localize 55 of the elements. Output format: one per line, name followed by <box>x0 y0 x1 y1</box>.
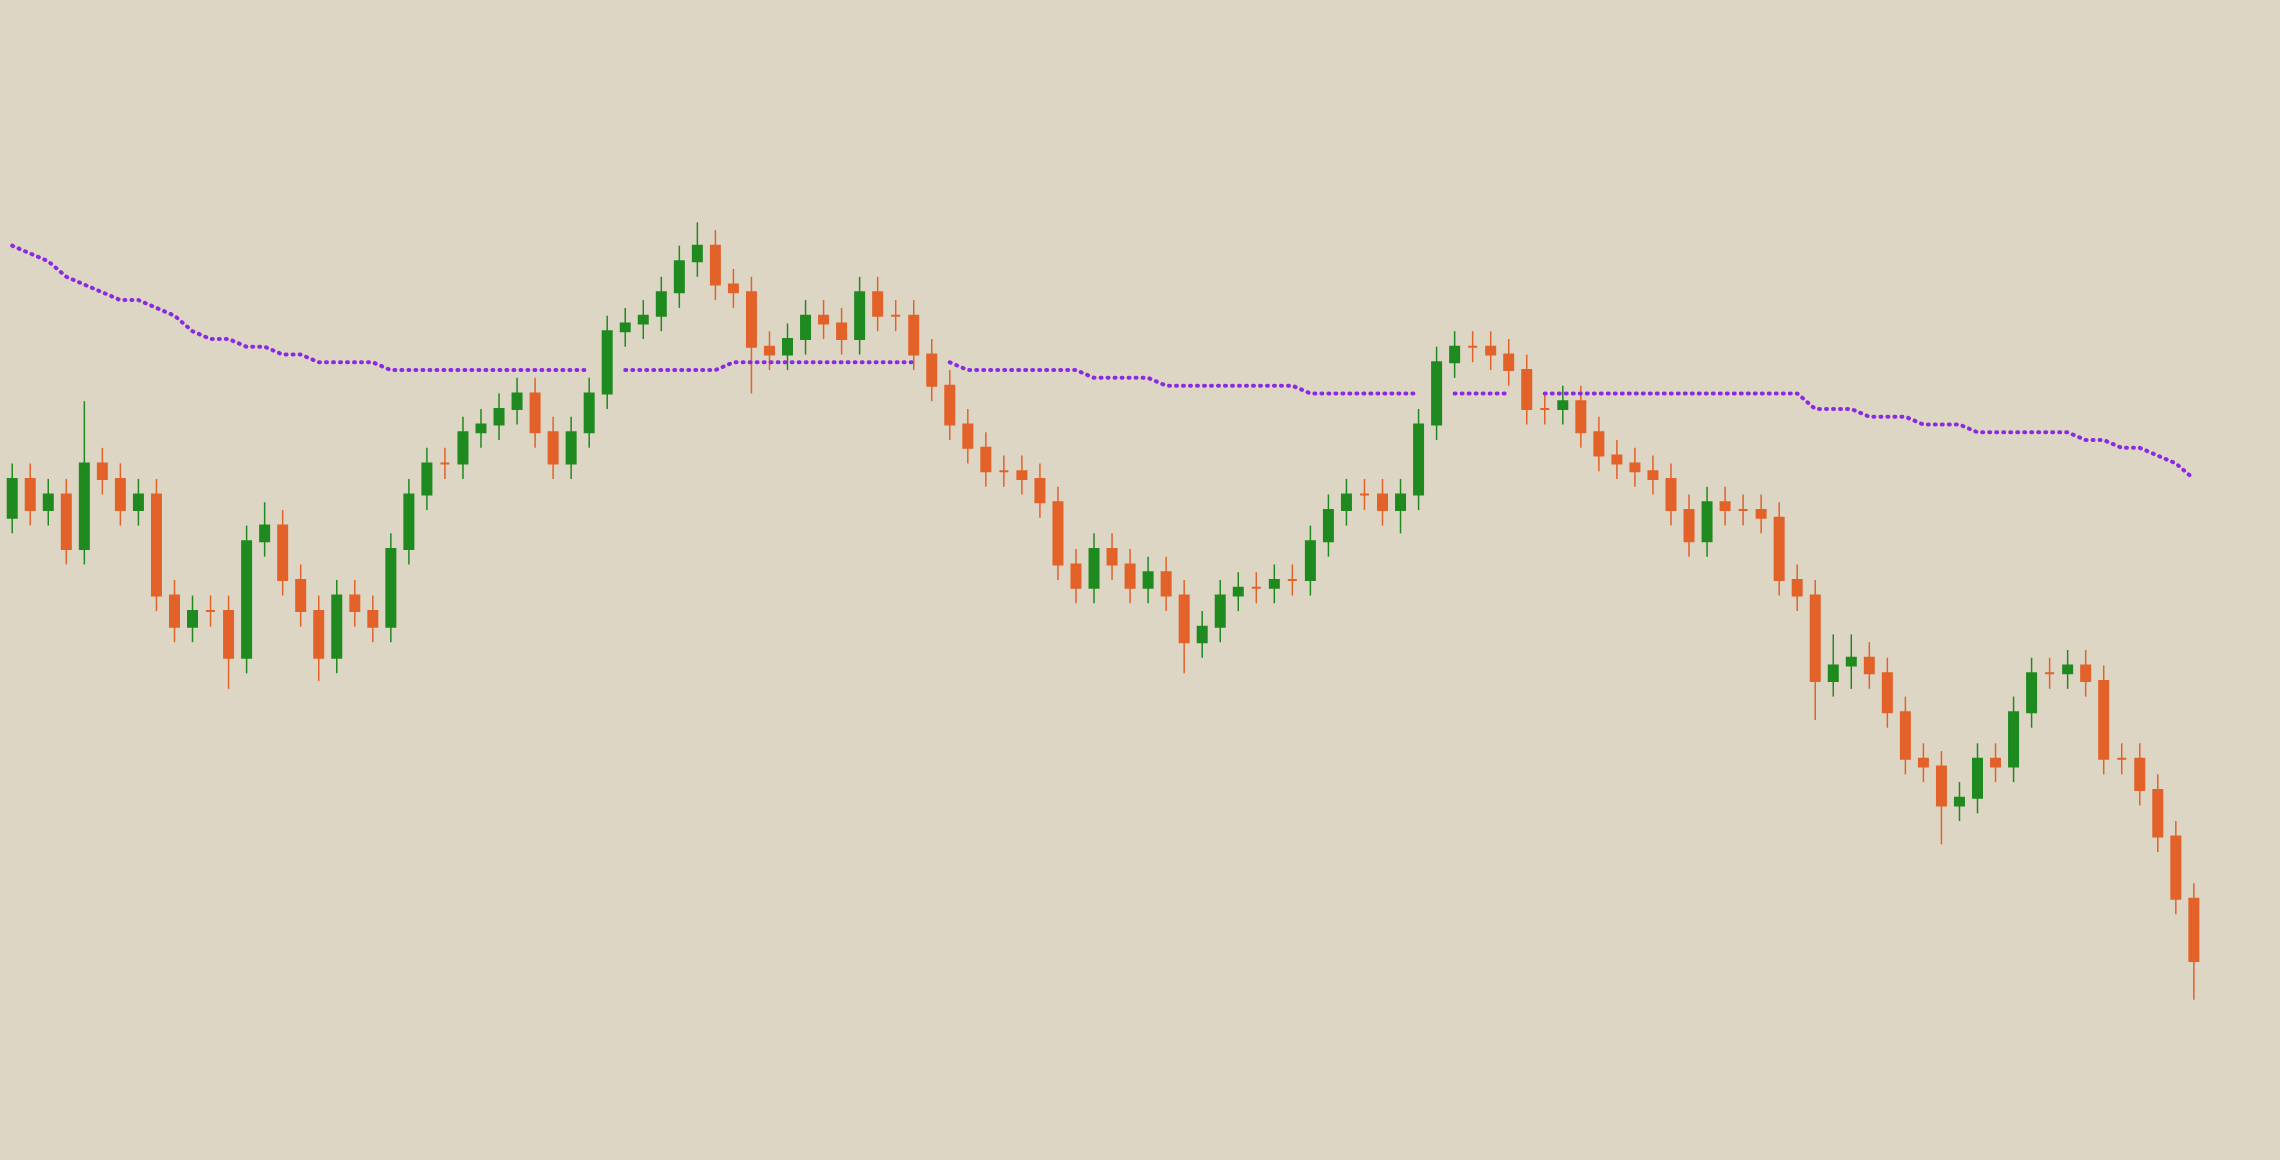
candlestick <box>1034 462 1046 519</box>
candlestick <box>1611 439 1623 480</box>
candlestick <box>1755 493 1767 535</box>
candlestick <box>800 299 812 356</box>
candlestick <box>1070 548 1082 605</box>
candlestick <box>1106 532 1118 581</box>
candlestick <box>655 276 667 332</box>
candlestick <box>1647 454 1659 496</box>
candlestick <box>1557 384 1569 426</box>
candlestick <box>1503 338 1515 387</box>
candlestick <box>763 330 775 371</box>
candlestick <box>132 478 144 527</box>
candlestick <box>1196 610 1208 659</box>
candlestick <box>96 447 108 496</box>
candlestick <box>1160 555 1172 612</box>
candlestick <box>872 276 884 332</box>
candlestick <box>1268 563 1280 605</box>
candlestick <box>1593 415 1605 472</box>
candlestick <box>1016 454 1028 496</box>
candlestick <box>1629 447 1641 488</box>
candlestick <box>836 307 848 356</box>
candlestick <box>511 377 523 426</box>
candlestick <box>782 322 794 371</box>
candlestick <box>818 299 830 340</box>
candlestick <box>1340 478 1352 527</box>
candlestick <box>475 408 487 449</box>
candlestick <box>42 478 54 527</box>
candlestick <box>259 501 271 558</box>
candlestick <box>1827 633 1839 698</box>
candlestick <box>187 594 199 643</box>
candlestick <box>1449 330 1461 379</box>
candlestick <box>493 392 505 441</box>
candlestick <box>2062 649 2074 690</box>
candlestick <box>962 408 974 465</box>
candlestick <box>1377 478 1389 527</box>
candlestick <box>691 221 703 278</box>
candlestick <box>1719 485 1731 527</box>
candlestick <box>349 579 361 628</box>
candlestick <box>1863 641 1875 690</box>
candlestick <box>980 431 992 488</box>
candlestick <box>727 268 739 309</box>
candlestick <box>2080 649 2092 698</box>
candlestick <box>1990 742 2002 783</box>
candlestick <box>1953 781 1965 822</box>
candlestick <box>1232 571 1244 612</box>
candlestick <box>1485 330 1497 371</box>
candlestick <box>1142 555 1154 605</box>
candlestick <box>1845 633 1857 690</box>
candlestick <box>619 307 631 348</box>
candlestick <box>1395 478 1407 535</box>
candlestick <box>637 299 649 340</box>
candlestick <box>367 594 379 643</box>
candlestick <box>1124 548 1136 605</box>
candlestick <box>1791 563 1803 612</box>
candlestick <box>1917 742 1929 783</box>
